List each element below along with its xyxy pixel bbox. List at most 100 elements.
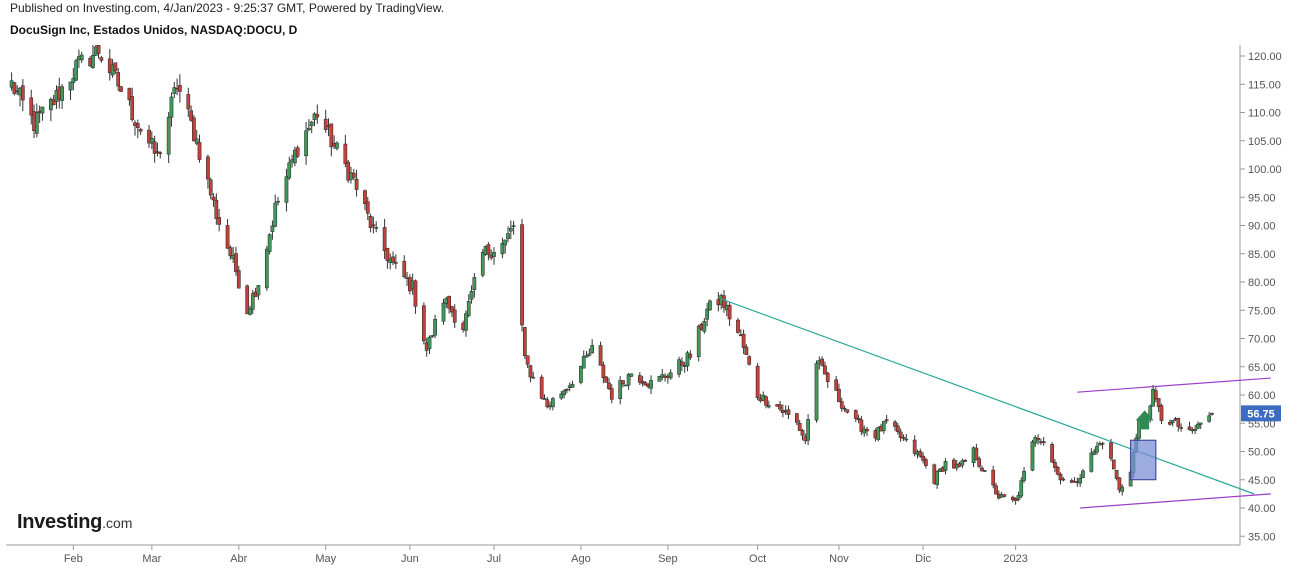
candle-down bbox=[1159, 405, 1164, 421]
candle-down bbox=[755, 365, 760, 398]
candle-down bbox=[837, 388, 841, 402]
candle-up bbox=[149, 138, 154, 144]
candle-down bbox=[1050, 444, 1054, 463]
chart-title: DocuSign Inc, Estados Unidos, NASDAQ:DOC… bbox=[10, 23, 298, 37]
candle-down bbox=[601, 364, 606, 379]
candle-down bbox=[528, 365, 533, 378]
candle-down bbox=[382, 227, 387, 251]
candle-down bbox=[640, 381, 645, 384]
candle-down bbox=[127, 88, 132, 101]
candle-down bbox=[980, 467, 984, 472]
candle-down bbox=[680, 361, 684, 366]
candle-up bbox=[71, 78, 76, 83]
candle-up bbox=[982, 470, 987, 472]
candle-down bbox=[722, 295, 726, 308]
candle-down bbox=[413, 280, 418, 307]
candle-up bbox=[696, 325, 701, 357]
candle-up bbox=[287, 162, 292, 179]
candle-up bbox=[876, 427, 881, 440]
candle-down bbox=[825, 372, 830, 382]
candle-down bbox=[786, 409, 791, 415]
candle-down bbox=[1156, 398, 1161, 407]
labels-layer: 56.75 bbox=[1241, 405, 1281, 422]
candle-down bbox=[295, 147, 300, 157]
candle-up bbox=[1196, 423, 1200, 429]
candle-down bbox=[245, 285, 250, 315]
candle-up bbox=[293, 149, 297, 164]
candle-up bbox=[587, 353, 592, 356]
candle-down bbox=[208, 179, 213, 196]
candle-down bbox=[368, 216, 373, 229]
candle-down bbox=[918, 451, 923, 457]
candle-up bbox=[904, 438, 909, 441]
candle-up bbox=[708, 300, 712, 311]
candle-up bbox=[264, 248, 269, 289]
candle-down bbox=[323, 118, 328, 130]
candle-down bbox=[688, 353, 693, 358]
x-tick-label: Ago bbox=[571, 553, 591, 565]
candle-up bbox=[677, 359, 681, 375]
x-tick-label: Jun bbox=[401, 553, 419, 565]
candle-up bbox=[581, 356, 586, 369]
candle-up bbox=[284, 176, 289, 203]
candle-down bbox=[189, 110, 193, 121]
candle-down bbox=[1187, 426, 1192, 430]
candle-down bbox=[839, 401, 844, 409]
candle-down bbox=[147, 129, 151, 144]
candle-down bbox=[893, 421, 897, 427]
candle-down bbox=[155, 151, 160, 153]
candle-down bbox=[217, 217, 221, 225]
candle-up bbox=[250, 293, 255, 310]
candle-up bbox=[570, 383, 575, 388]
candle-up bbox=[91, 55, 95, 68]
candle-down bbox=[884, 419, 889, 422]
candle-down bbox=[1002, 494, 1007, 497]
candle-down bbox=[1117, 477, 1122, 491]
candle-up bbox=[1022, 470, 1026, 481]
candle-down bbox=[834, 379, 838, 391]
candle-down bbox=[99, 57, 104, 61]
brand-suffix: .com bbox=[102, 515, 133, 531]
axes-layer: 120.00 115.00 110.00 105.00 100.00 95.00 90.00… bbox=[6, 45, 1282, 565]
candle-up bbox=[629, 373, 634, 377]
candle-down bbox=[228, 247, 233, 257]
candle-down bbox=[329, 123, 334, 148]
candle-up bbox=[590, 345, 594, 354]
candle-down bbox=[820, 358, 824, 366]
candle-down bbox=[898, 431, 903, 438]
candle-down bbox=[192, 117, 196, 142]
candle-down bbox=[1053, 461, 1057, 468]
candle-down bbox=[963, 460, 968, 462]
candle-down bbox=[865, 428, 869, 432]
candle-down bbox=[236, 270, 241, 289]
candle-down bbox=[747, 356, 752, 365]
candle-down bbox=[778, 404, 782, 410]
candle-up bbox=[79, 54, 84, 61]
x-tick-label: Sep bbox=[658, 553, 678, 565]
candle-down bbox=[365, 201, 370, 214]
candle-down bbox=[1055, 467, 1060, 475]
candle-up bbox=[668, 372, 673, 379]
candle-down bbox=[96, 45, 101, 54]
candle-up bbox=[960, 460, 965, 466]
candle-down bbox=[539, 376, 544, 399]
brand-name: Investing bbox=[17, 511, 103, 533]
y-tick-label: 100.00 bbox=[1248, 164, 1282, 176]
candle-down bbox=[525, 355, 530, 365]
y-tick-label: 90.00 bbox=[1248, 221, 1276, 233]
candle-down bbox=[206, 156, 210, 180]
candle-up bbox=[248, 308, 252, 315]
candle-down bbox=[609, 388, 614, 400]
candle-down bbox=[736, 319, 740, 333]
candle-up bbox=[542, 398, 547, 400]
candle-down bbox=[211, 196, 216, 201]
candle-up bbox=[35, 112, 39, 134]
candle-down bbox=[545, 399, 550, 408]
candle-up bbox=[309, 121, 314, 127]
candle-down bbox=[385, 247, 390, 261]
candle-up bbox=[579, 365, 583, 383]
candle-down bbox=[20, 85, 25, 101]
candle-down bbox=[856, 418, 861, 420]
y-tick-label: 75.00 bbox=[1248, 305, 1276, 317]
